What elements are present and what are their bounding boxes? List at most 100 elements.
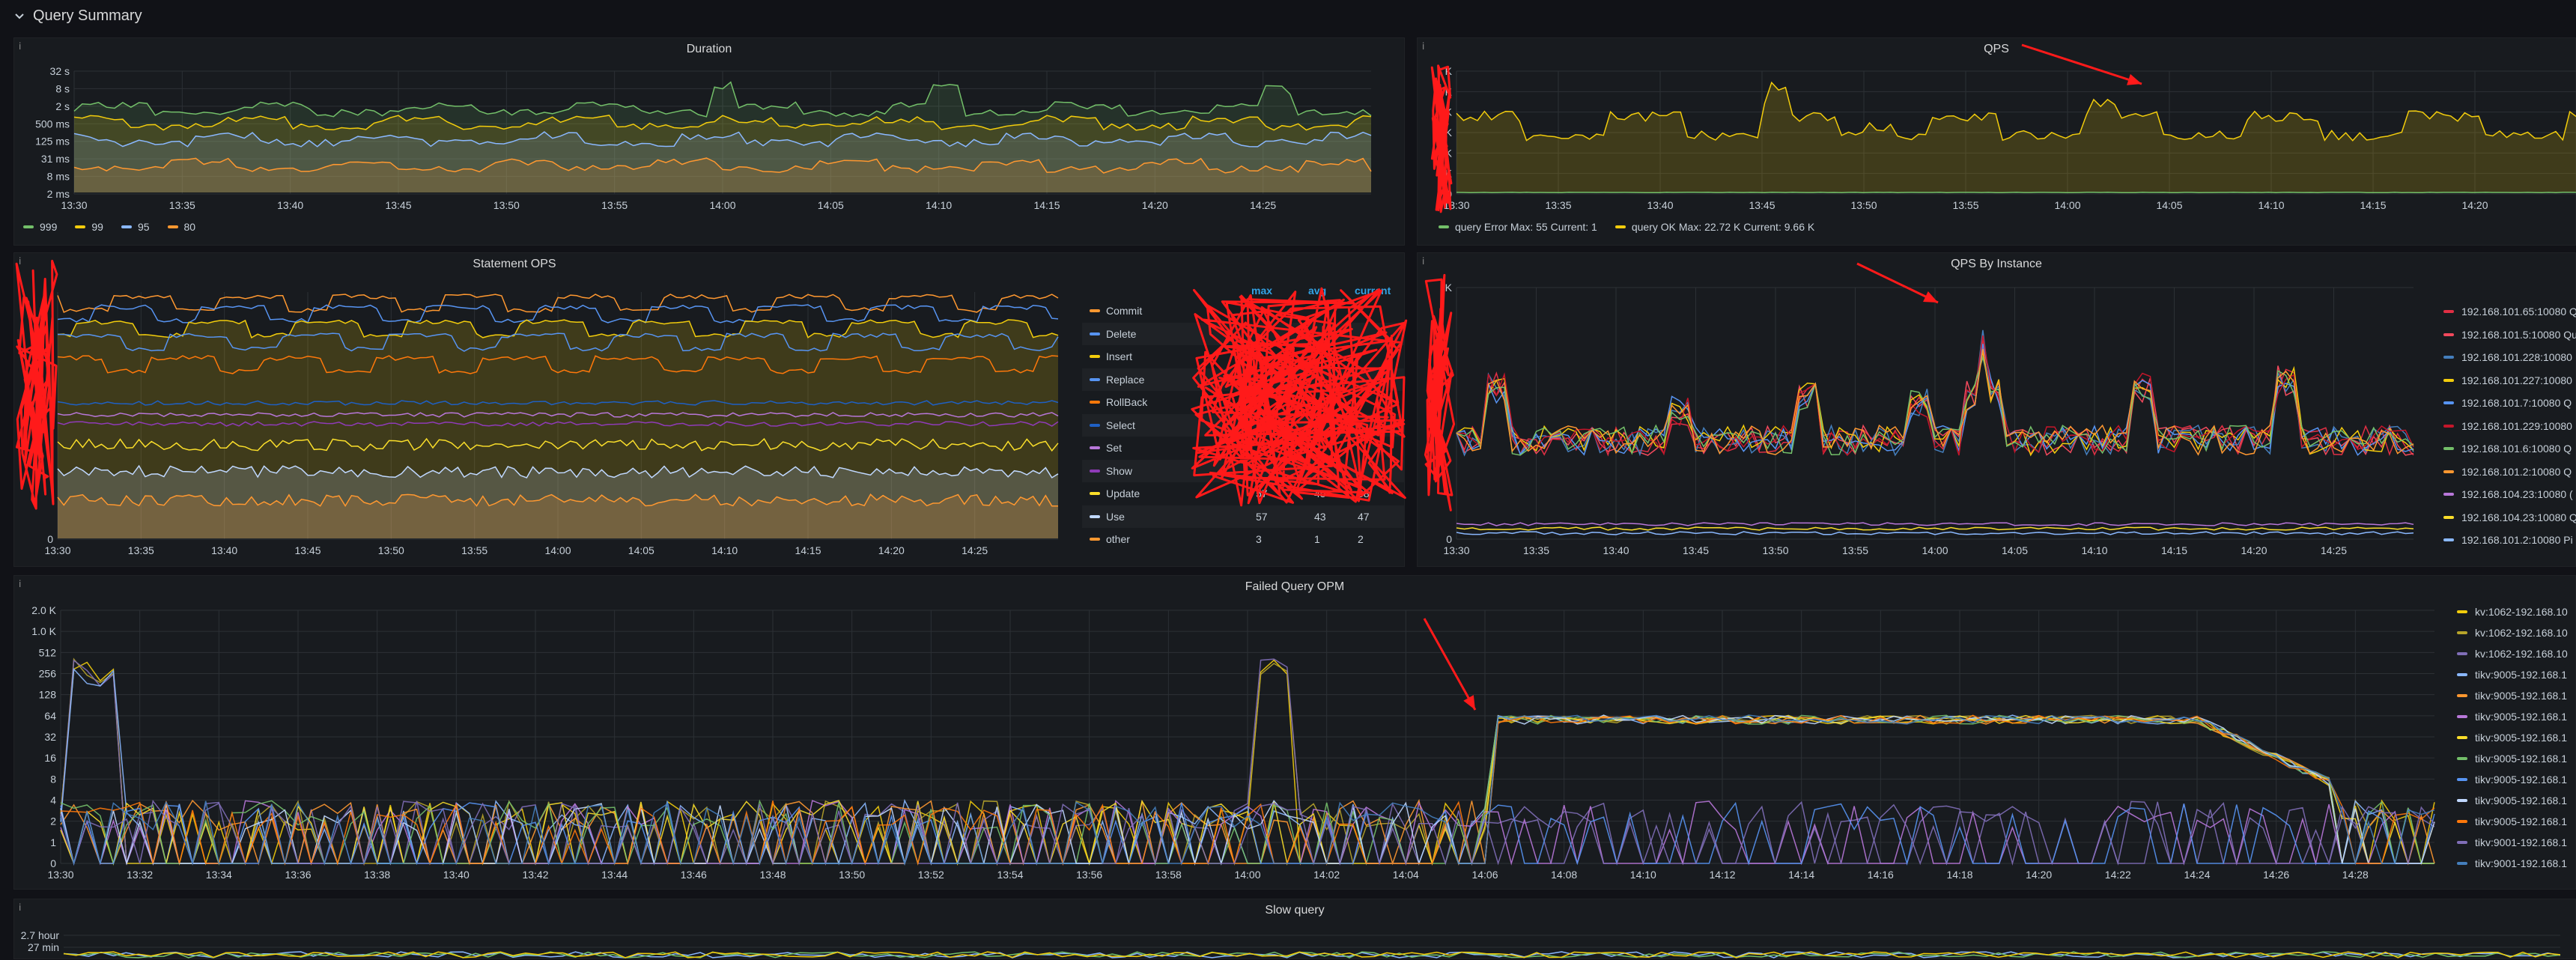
x-tick-label: 13:40: [1603, 544, 1629, 556]
legend-item[interactable]: kv:1062-192.168.10: [2457, 606, 2568, 618]
legend-label: 192.168.104.23:10080 (: [2461, 488, 2573, 500]
legend-item[interactable]: tikv:9001-192.168.1: [2457, 857, 2567, 869]
legend-item[interactable]: tikv:9005-192.168.1: [2457, 711, 2567, 723]
table-row[interactable]: Insert: [1082, 345, 1404, 368]
legend-swatch: [2457, 610, 2467, 613]
legend-item[interactable]: tikv:9005-192.168.1: [2457, 753, 2567, 765]
legend-item[interactable]: tikv:9005-192.168.1: [2457, 795, 2567, 806]
x-tick-label: 14:16: [1868, 869, 1894, 881]
x-tick-label: 14:20: [2241, 544, 2267, 556]
table-header[interactable]: current: [1355, 285, 1391, 297]
x-tick-label: 13:35: [169, 199, 195, 211]
x-tick-label: 13:45: [1749, 199, 1775, 211]
legend-swatch: [2443, 516, 2454, 519]
x-tick-label: 14:25: [962, 544, 988, 556]
y-tick-label: 4: [50, 795, 56, 806]
y-tick-label: 8: [50, 773, 56, 785]
legend-item[interactable]: 192.168.104.23:10080 Q: [2443, 511, 2576, 523]
table-header[interactable]: avg: [1308, 285, 1326, 297]
legend-label: tikv:9005-192.168.1: [2475, 774, 2567, 786]
table-row[interactable]: Show: [1082, 460, 1404, 482]
legend-label: 999: [40, 221, 57, 233]
legend-item[interactable]: tikv:9001-192.168.1: [2457, 836, 2567, 848]
legend-swatch: [168, 225, 178, 228]
x-tick-label: 13:50: [378, 544, 404, 556]
y-tick-label: 1: [50, 836, 56, 848]
table-row[interactable]: RollBack: [1082, 391, 1404, 413]
legend-item[interactable]: query Error Max: 55 Current: 1: [1439, 221, 1597, 233]
legend-item[interactable]: 95: [121, 221, 150, 233]
legend-item[interactable]: tikv:9005-192.168.1: [2457, 669, 2567, 681]
legend-label: 95: [138, 221, 150, 233]
x-tick-label: 14:15: [2161, 544, 2187, 556]
row-value: 3: [1256, 533, 1262, 545]
legend-item[interactable]: 192.168.101.2:10080 Pi: [2443, 534, 2573, 546]
legend-item[interactable]: 192.168.101.6:10080 Q: [2443, 443, 2572, 455]
table-row[interactable]: Delete: [1082, 323, 1404, 345]
x-tick-label: 14:18: [1946, 869, 1972, 881]
table-row[interactable]: Replace: [1082, 368, 1404, 391]
legend-item[interactable]: 80: [168, 221, 196, 233]
y-tick-label: 2.0 K: [31, 604, 56, 616]
row-label: Delete: [1106, 328, 1136, 340]
legend-swatch: [2457, 715, 2467, 718]
legend-item[interactable]: kv:1062-192.168.10: [2457, 648, 2568, 660]
x-tick-label: 13:36: [285, 869, 311, 881]
legend-item[interactable]: tikv:9005-192.168.1: [2457, 815, 2567, 827]
x-tick-label: 14:28: [2342, 869, 2369, 881]
x-tick-label: 14:12: [1709, 869, 1735, 881]
legend-swatch: [75, 225, 85, 228]
legend-item[interactable]: tikv:9005-192.168.1: [2457, 732, 2567, 744]
legend-item[interactable]: 192.168.101.5:10080 Qu: [2443, 329, 2576, 341]
legend-item[interactable]: 192.168.101.2:10080 Q: [2443, 466, 2572, 478]
x-tick-label: 14:00: [544, 544, 571, 556]
x-tick-label: 14:08: [1551, 869, 1577, 881]
x-tick-label: 14:20: [2461, 199, 2488, 211]
legend-swatch: [2443, 447, 2454, 450]
legend-item[interactable]: 99: [75, 221, 103, 233]
legend-item[interactable]: kv:1062-192.168.10: [2457, 627, 2568, 639]
legend-item[interactable]: 192.168.104.23:10080 (: [2443, 488, 2573, 500]
legend-item[interactable]: tikv:9005-192.168.1: [2457, 690, 2567, 702]
legend-item[interactable]: 192.168.101.229:10080: [2443, 420, 2572, 432]
legend-item[interactable]: 999: [23, 221, 57, 233]
legend-item[interactable]: 192.168.101.227:10080: [2443, 374, 2572, 386]
y-tick-label: 2 s: [55, 100, 70, 112]
table-row[interactable]: Set: [1082, 437, 1404, 459]
row-header-query-summary[interactable]: Query Summary: [13, 4, 142, 27]
legend-item[interactable]: 192.168.101.65:10080 Q: [2443, 306, 2576, 318]
x-tick-label: 14:24: [2184, 869, 2210, 881]
legend-item[interactable]: 192.168.101.228:10080: [2443, 351, 2572, 363]
legend-swatch: [2457, 841, 2467, 844]
table-row[interactable]: Select: [1082, 414, 1404, 437]
legend-item[interactable]: query OK Max: 22.72 K Current: 9.66 K: [1615, 221, 1814, 233]
table-header[interactable]: max: [1251, 285, 1272, 297]
legend-item[interactable]: 192.168.101.7:10080 Q: [2443, 397, 2572, 409]
y-tick-label: K: [1445, 147, 1453, 159]
y-tick-label: 125 ms: [35, 136, 70, 148]
x-tick-label: 13:55: [1842, 544, 1868, 556]
x-tick-label: 14:15: [2360, 199, 2386, 211]
x-tick-label: 14:25: [1250, 199, 1276, 211]
legend-item[interactable]: tikv:9005-192.168.1: [2457, 774, 2567, 786]
x-tick-label: 13:30: [47, 869, 73, 881]
table-row[interactable]: Commit: [1082, 300, 1404, 322]
x-tick-label: 13:35: [1523, 544, 1549, 556]
